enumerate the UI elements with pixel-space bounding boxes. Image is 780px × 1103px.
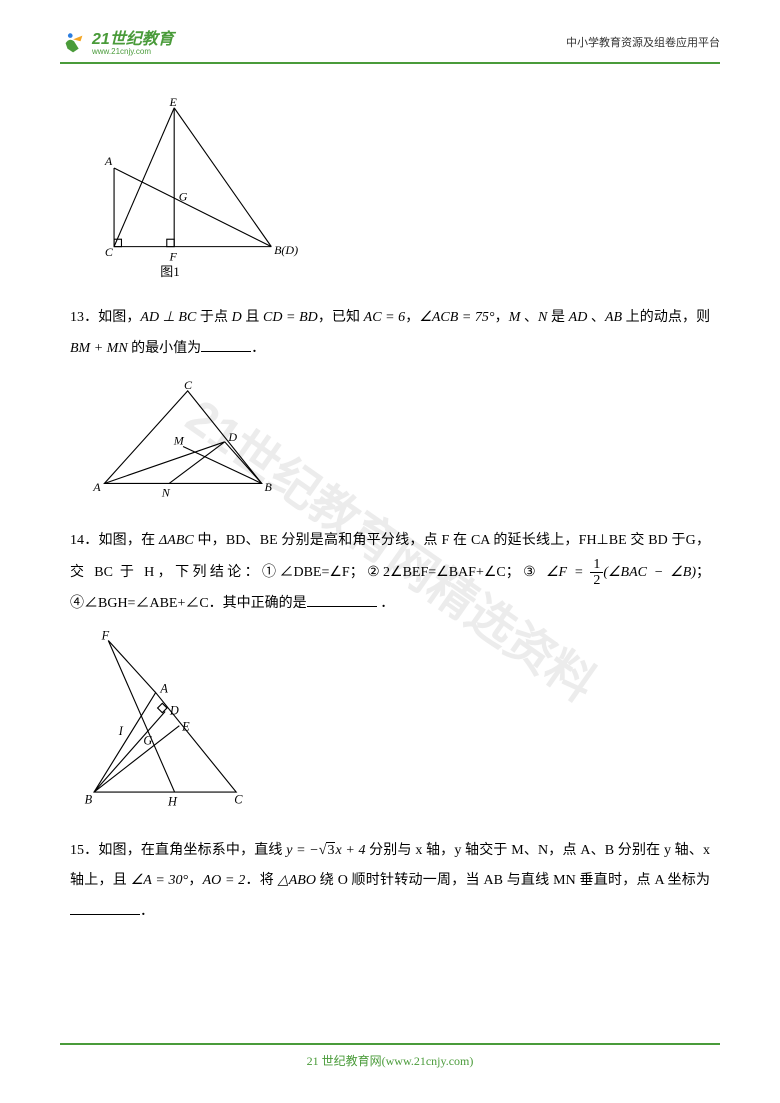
fig3-label-C: C bbox=[234, 793, 243, 807]
fig3-label-E: E bbox=[181, 720, 190, 734]
p13-t5: CD = BD bbox=[263, 310, 318, 325]
fig3-label-G: G bbox=[143, 734, 152, 748]
p13-t14: 是 bbox=[547, 310, 568, 325]
logo-icon bbox=[60, 30, 88, 58]
p13-t16: 、 bbox=[587, 310, 605, 325]
fig3-label-H: H bbox=[167, 795, 178, 809]
fig1-label-F: F bbox=[169, 250, 178, 264]
figure-2: A B C D M N bbox=[90, 377, 710, 511]
fig3-label-D: D bbox=[169, 704, 179, 718]
p15-t9: △ABO bbox=[278, 873, 316, 888]
fig1-label-G: G bbox=[179, 189, 188, 203]
p13-t11: M bbox=[509, 310, 521, 325]
p13-t21: ． bbox=[251, 341, 265, 356]
page: 21世纪教育 www.21cnjy.com 中小学教育资源及组卷应用平台 bbox=[0, 0, 780, 1103]
p15-t1: ．如图，在直角坐标系中，直线 bbox=[84, 843, 286, 858]
logo-sub: www.21cnjy.com bbox=[92, 48, 174, 56]
problem-14: 14．如图，在 ΔABC 中，BD、BE 分别是高和角平分线，点 F 在 CA … bbox=[70, 526, 710, 620]
figure-3: A B C D E F G H I bbox=[75, 631, 710, 820]
p14-t5: (∠BAC − ∠B) bbox=[603, 565, 696, 580]
p15-num: 15 bbox=[70, 843, 84, 858]
p13-t19: BM + MN bbox=[70, 341, 128, 356]
p14-frac: 12 bbox=[590, 557, 603, 589]
p13-t15: AD bbox=[569, 310, 588, 325]
p15-t6: ， bbox=[188, 873, 203, 888]
p13-t1: AD ⊥ BC bbox=[140, 310, 196, 325]
p13-blank[interactable] bbox=[201, 338, 251, 352]
p13-t6: ，已知 bbox=[318, 310, 364, 325]
p14-frac-den: 2 bbox=[590, 573, 603, 588]
fig1-label-B: B(D) bbox=[274, 243, 298, 257]
fig2-label-A: A bbox=[92, 480, 101, 494]
problem-15: 15．如图，在直角坐标系中，直线 y = −√3x + 4 分别与 x 轴，y … bbox=[70, 836, 710, 928]
fig1-label-A: A bbox=[104, 154, 113, 168]
p13-t0: ．如图， bbox=[84, 310, 140, 325]
content: A B(D) C E F G 图1 13．如图，AD ⊥ BC 于点 D 且 C… bbox=[60, 94, 720, 928]
p15-t5: ∠A = 30° bbox=[131, 873, 188, 888]
fig3-label-I: I bbox=[118, 725, 124, 739]
fig1-label-C: C bbox=[105, 245, 114, 259]
p14-blank[interactable] bbox=[307, 593, 377, 607]
problem-13: 13．如图，AD ⊥ BC 于点 D 且 CD = BD，已知 AC = 6，∠… bbox=[70, 303, 710, 365]
footer-text: 21 世纪教育网(www.21cnjy.com) bbox=[307, 1054, 474, 1068]
logo-text: 21世纪教育 www.21cnjy.com bbox=[92, 32, 174, 56]
p13-t18: 上的动点，则 bbox=[622, 310, 710, 325]
p14-num: 14 bbox=[70, 533, 84, 548]
p15-t10: 绕 O 顺时针转动一周，当 AB 与直线 MN 垂直时，点 A 坐标为 bbox=[316, 873, 710, 888]
fig2-label-B: B bbox=[265, 480, 273, 494]
p14-t7: ． bbox=[377, 596, 395, 611]
fig3-label-B: B bbox=[85, 793, 93, 807]
p13-t3: D bbox=[232, 310, 242, 325]
logo-main: 21世纪教育 bbox=[92, 32, 174, 48]
footer: 21 世纪教育网(www.21cnjy.com) bbox=[60, 1043, 720, 1073]
fig3-label-A: A bbox=[159, 682, 168, 696]
fig2-label-C: C bbox=[184, 378, 193, 392]
p15-t3: x + 4 bbox=[335, 843, 365, 858]
p13-t13: N bbox=[538, 310, 547, 325]
p15-sqrt: √3 bbox=[319, 842, 336, 858]
p14-t2: ΔABC bbox=[159, 533, 194, 548]
p14-t4: ∠F = bbox=[546, 565, 590, 580]
figure-1: A B(D) C E F G 图1 bbox=[90, 94, 710, 288]
p15-t8: ．将 bbox=[245, 873, 277, 888]
p13-t4: 且 bbox=[242, 310, 263, 325]
p15-t11: ． bbox=[140, 904, 154, 919]
p13-num: 13 bbox=[70, 310, 84, 325]
p13-t20: 的最小值为 bbox=[128, 341, 202, 356]
p15-t2: y = − bbox=[286, 843, 318, 858]
p15-t7: AO = 2 bbox=[203, 873, 246, 888]
p15-blank[interactable] bbox=[70, 901, 140, 915]
p13-t9: ∠ACB = 75° bbox=[419, 310, 494, 325]
fig2-label-M: M bbox=[173, 433, 185, 447]
logo: 21世纪教育 www.21cnjy.com bbox=[60, 30, 174, 58]
fig3-label-F: F bbox=[101, 631, 110, 643]
fig2-label-N: N bbox=[161, 485, 171, 499]
header: 21世纪教育 www.21cnjy.com 中小学教育资源及组卷应用平台 bbox=[60, 30, 720, 64]
fig2-label-D: D bbox=[227, 430, 237, 444]
p13-t12: 、 bbox=[520, 310, 538, 325]
p13-t10: ， bbox=[495, 310, 509, 325]
p14-t1: ．如图，在 bbox=[84, 533, 159, 548]
p13-t7: AC = 6 bbox=[364, 310, 406, 325]
fig1-caption: 图1 bbox=[160, 264, 179, 279]
header-right: 中小学教育资源及组卷应用平台 bbox=[566, 34, 720, 54]
p14-frac-num: 1 bbox=[590, 557, 603, 573]
fig1-label-E: E bbox=[169, 95, 178, 109]
p13-t17: AB bbox=[605, 310, 622, 325]
p13-t8: ， bbox=[405, 310, 419, 325]
p13-t2: 于点 bbox=[196, 310, 231, 325]
